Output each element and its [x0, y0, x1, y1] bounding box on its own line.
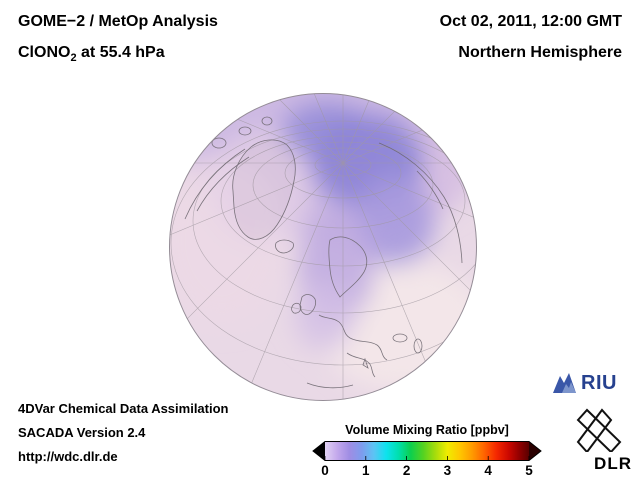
- data-url: http://wdc.dlr.de: [18, 449, 118, 464]
- assimilation-credit: 4DVar Chemical Data Assimilation: [18, 401, 229, 416]
- species-subscript: 2: [70, 52, 77, 65]
- species-name: ClONO: [18, 44, 71, 61]
- dlr-wings-icon: [576, 408, 622, 452]
- pressure-level: at 55.4 hPa: [76, 44, 165, 61]
- colorbar-gradient-bar: [325, 441, 529, 461]
- colorbar-tick-3: 3: [443, 463, 452, 478]
- colorbar-tick-labels: 0 1 2 3 4 5: [315, 463, 539, 478]
- riu-logo: RIU: [552, 371, 617, 395]
- colorbar-outline: [312, 441, 542, 461]
- colorbar-tick-0: 0: [321, 463, 329, 478]
- colorbar-title: Volume Mixing Ratio [ppbv]: [345, 423, 509, 437]
- colorbar-tick-5: 5: [525, 463, 533, 478]
- dlr-logo: DLR: [566, 406, 632, 474]
- globe-limb: [169, 93, 477, 401]
- riu-mountains-icon: [553, 373, 576, 393]
- colorbar-tick-1: 1: [362, 463, 370, 478]
- colorbar: [312, 441, 542, 461]
- riu-logo-text: RIU: [581, 371, 617, 394]
- datetime-label: Oct 02, 2011, 12:00 GMT: [439, 13, 622, 30]
- colorbar-over-arrow: [529, 441, 541, 461]
- colorbar-under-arrow: [313, 441, 325, 461]
- dlr-logo-text: DLR: [594, 454, 632, 473]
- colorbar-tick-2: 2: [402, 463, 411, 478]
- coastlines: [184, 116, 463, 389]
- colorbar-tick-4: 4: [484, 463, 492, 478]
- hemisphere-map: [169, 93, 477, 401]
- hemisphere-label: Northern Hemisphere: [458, 44, 622, 61]
- colorbar-tick-marks: [324, 456, 530, 461]
- version-label: SACADA Version 2.4: [18, 425, 146, 440]
- species-level-label: ClONO2 at 55.4 hPa: [18, 44, 165, 64]
- analysis-title: GOME−2 / MetOp Analysis: [18, 13, 218, 30]
